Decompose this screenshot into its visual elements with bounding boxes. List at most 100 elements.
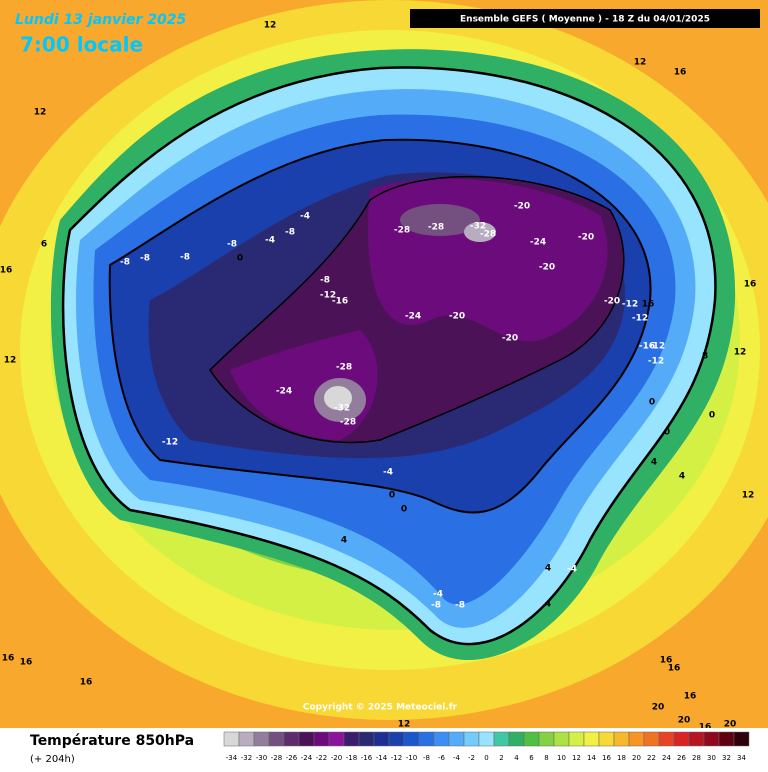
colorbar-swatch	[703, 731, 720, 747]
contour-label: 0	[664, 428, 670, 438]
contour-label: -4	[567, 565, 577, 575]
contour-label: -12	[648, 357, 664, 367]
footer-title: Température 850hPa	[30, 733, 194, 749]
colorbar-label: -4	[453, 754, 461, 762]
contour-label: -12	[622, 300, 638, 310]
contour-label: -4	[265, 236, 275, 246]
contour-label: 0	[401, 505, 407, 515]
contour-label: 20	[724, 720, 737, 730]
contour-label: 4	[545, 600, 551, 610]
colorbar-label: 26	[677, 754, 686, 762]
colorbar-label: -8	[423, 754, 430, 762]
colorbar-label: -10	[406, 754, 417, 762]
colorbar-label: -28	[271, 754, 282, 762]
colorbar-swatch	[313, 731, 330, 747]
colorbar-swatch	[628, 731, 645, 747]
colorbar-swatch	[463, 731, 480, 747]
colorbar-label: -14	[376, 754, 388, 762]
contour-label: -12	[649, 342, 665, 352]
contour-label: 12	[398, 720, 411, 730]
colorbar-swatch	[433, 731, 450, 747]
contour-label: 16	[0, 266, 12, 276]
colorbar-label: -32	[241, 754, 252, 762]
copyright: Copyright © 2025 Meteociel.fr	[303, 703, 458, 713]
time: 7:00 locale	[20, 33, 143, 57]
contour-label: 0	[649, 398, 655, 408]
colorbar-swatch	[553, 731, 570, 747]
colorbar-label: 34	[737, 754, 746, 762]
contour-label: -28	[340, 418, 356, 428]
colorbar-label: 8	[544, 754, 548, 762]
colorbar-swatch	[568, 731, 585, 747]
contour-label: -8	[431, 601, 441, 611]
contour-label: 16	[2, 654, 15, 664]
contour-label: 0	[389, 491, 395, 501]
colorbar-swatch	[598, 731, 615, 747]
contour-label: 12	[734, 348, 747, 358]
colorbar-label: -26	[286, 754, 298, 762]
colorbar-label: -18	[346, 754, 357, 762]
colorbar-label: 14	[587, 754, 596, 762]
colorbar-label: 0	[484, 754, 488, 762]
colorbar-label: -22	[316, 754, 327, 762]
colorbar-label: 6	[529, 754, 534, 762]
contour-label: -4	[300, 212, 310, 222]
colorbar-swatch	[328, 731, 345, 747]
contour-label: 0	[237, 254, 243, 264]
colorbar-swatch	[583, 731, 600, 747]
contour-label: 12	[264, 21, 277, 31]
contour-label: -8	[227, 240, 237, 250]
colorbar-swatch	[643, 731, 660, 747]
colorbar-swatch	[448, 731, 465, 747]
contour-label: 12	[634, 58, 647, 68]
colorbar-swatch	[373, 731, 390, 747]
colorbar-label: -12	[391, 754, 402, 762]
colorbar-swatch	[253, 731, 270, 747]
colorbar-swatch	[688, 731, 705, 747]
colorbar-swatch	[493, 731, 510, 747]
colorbar-label: -30	[256, 754, 267, 762]
contour-label: 16	[80, 678, 93, 688]
colorbar-swatch	[223, 731, 240, 747]
contour-label: -12	[632, 314, 648, 324]
colorbar-swatch	[238, 731, 255, 747]
contour-label: 4	[341, 536, 347, 546]
contour-label: -28	[394, 226, 410, 236]
contour-label: 16	[642, 300, 655, 310]
contour-label: -24	[530, 238, 546, 248]
colorbar-label: 28	[692, 754, 701, 762]
contour-label: -28	[480, 230, 496, 240]
model-run: Ensemble GEFS ( Moyenne ) - 18 Z du 04/0…	[460, 15, 710, 25]
contour-label: 16	[660, 656, 673, 666]
contour-label: -32	[334, 404, 350, 414]
contour-label: 20	[678, 716, 691, 726]
colorbar-label: 12	[572, 754, 581, 762]
contour-label: 0	[709, 411, 715, 421]
colorbar-swatch	[523, 731, 540, 747]
colorbar-label: -24	[301, 754, 313, 762]
contour-label: 16	[699, 723, 712, 733]
contour-label: 20	[652, 703, 665, 713]
contour-label: -20	[604, 297, 620, 307]
contour-label: 12	[742, 491, 755, 501]
colorbar-label: -20	[331, 754, 342, 762]
contour-label: 4	[679, 472, 685, 482]
colorbar-label: 10	[557, 754, 566, 762]
contour-label: -24	[276, 387, 292, 397]
contour-label: -4	[383, 468, 393, 478]
colorbar-swatch	[733, 731, 750, 747]
colorbar-swatch	[343, 731, 360, 747]
colorbar-label: 24	[662, 754, 671, 762]
contour-label: -8	[120, 258, 130, 268]
colorbar-swatch	[478, 731, 495, 747]
colorbar-swatch	[403, 731, 420, 747]
colorbar-swatch	[673, 731, 690, 747]
colorbar-swatch	[658, 731, 675, 747]
date: Lundi 13 janvier 2025	[15, 12, 187, 28]
contour-label: -8	[180, 253, 190, 263]
colorbar-swatch	[283, 731, 300, 747]
contour-label: 12	[34, 108, 47, 118]
colorbar-label: 22	[647, 754, 656, 762]
colorbar: -34 -32 -30 -28 -26 -24 -22 -20 -18 -16 -14 -12 -10-…	[223, 731, 750, 762]
